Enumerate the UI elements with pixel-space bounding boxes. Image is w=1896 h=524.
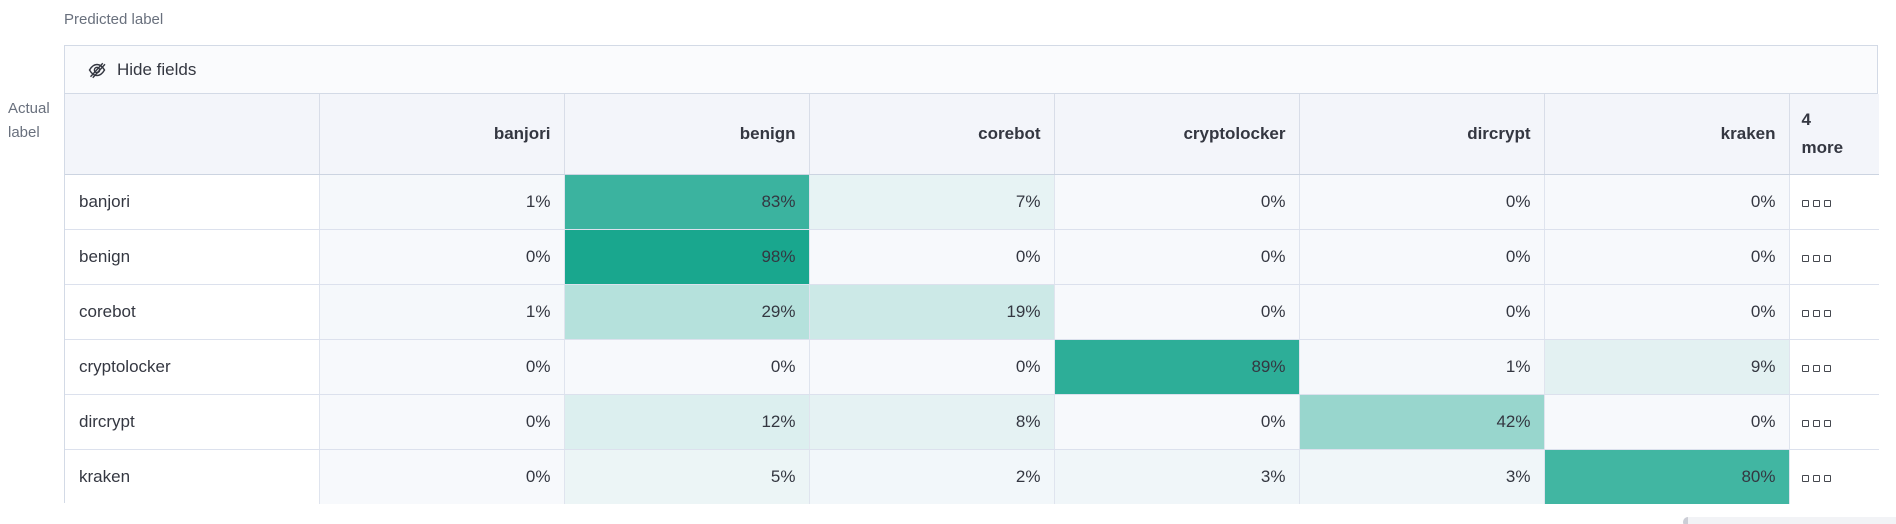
row-label-corebot: corebot [65, 284, 320, 340]
box-glyph [1823, 309, 1831, 317]
column-header-cryptolocker[interactable]: cryptolocker [1054, 94, 1300, 175]
cell-corebot-banjori: 1% [319, 284, 565, 340]
cell-banjori-corebot: 7% [809, 174, 1055, 230]
actual-label-axis-title: Actual label [8, 100, 50, 141]
box-glyph [1812, 254, 1820, 262]
confusion-matrix-table: banjori benign corebot cryptolocker dircrypt… [65, 94, 1879, 504]
header-row: banjori benign corebot cryptolocker dircrypt… [65, 94, 1879, 175]
column-header-banjori[interactable]: banjori [319, 94, 565, 175]
box-glyph [1801, 474, 1809, 482]
cell-benign-kraken: 0% [1544, 229, 1790, 285]
header-corner-cell [65, 94, 320, 175]
cell-kraken-corebot: 2% [809, 449, 1055, 504]
row-more-cell-dircrypt [1789, 394, 1879, 450]
matrix-row-benign: benign 0% 98% 0% 0% 0% 0% [65, 229, 1879, 285]
matrix-row-corebot: corebot 1% 29% 19% 0% 0% 0% [65, 284, 1879, 340]
cell-cryptolocker-dircrypt: 1% [1299, 339, 1545, 395]
box-glyph [1812, 199, 1820, 207]
column-header-benign[interactable]: benign [564, 94, 810, 175]
row-more-cell-benign [1789, 229, 1879, 285]
cell-benign-cryptolocker: 0% [1054, 229, 1300, 285]
eye-slash-icon [87, 60, 107, 80]
predicted-label-axis-title: Predicted label [64, 11, 164, 28]
confusion-matrix-panel: Hide fields banjori benign corebot cryptolo… [64, 45, 1879, 504]
row-more-cell-corebot [1789, 284, 1879, 340]
boxes-horizontal-icon[interactable] [1801, 199, 1831, 207]
cell-cryptolocker-benign: 0% [564, 339, 810, 395]
box-glyph [1812, 419, 1820, 427]
box-glyph [1801, 419, 1809, 427]
row-label-benign: benign [65, 229, 320, 285]
cell-kraken-kraken: 80% [1544, 449, 1790, 504]
cell-corebot-cryptolocker: 0% [1054, 284, 1300, 340]
row-label-cryptolocker: cryptolocker [65, 339, 320, 395]
row-more-cell-cryptolocker [1789, 339, 1879, 395]
row-more-cell-banjori [1789, 174, 1879, 230]
box-glyph [1812, 474, 1820, 482]
box-glyph [1801, 364, 1809, 372]
cell-kraken-benign: 5% [564, 449, 810, 504]
box-glyph [1801, 309, 1809, 317]
horizontal-scrollbar[interactable] [1683, 517, 1896, 524]
boxes-horizontal-icon[interactable] [1801, 474, 1831, 482]
cell-banjori-cryptolocker: 0% [1054, 174, 1300, 230]
cell-cryptolocker-corebot: 0% [809, 339, 1055, 395]
cell-dircrypt-cryptolocker: 0% [1054, 394, 1300, 450]
box-glyph [1823, 364, 1831, 372]
matrix-row-kraken: kraken 0% 5% 2% 3% 3% 80% [65, 449, 1879, 504]
cell-corebot-corebot: 19% [809, 284, 1055, 340]
box-glyph [1812, 364, 1820, 372]
row-more-cell-kraken [1789, 449, 1879, 504]
box-glyph [1823, 199, 1831, 207]
cell-cryptolocker-cryptolocker: 89% [1054, 339, 1300, 395]
matrix-row-dircrypt: dircrypt 0% 12% 8% 0% 42% 0% [65, 394, 1879, 450]
box-glyph [1801, 199, 1809, 207]
row-label-dircrypt: dircrypt [65, 394, 320, 450]
box-glyph [1823, 474, 1831, 482]
hide-fields-label: Hide fields [117, 59, 197, 79]
row-label-kraken: kraken [65, 449, 320, 504]
row-label-banjori: banjori [65, 174, 320, 230]
column-header-kraken[interactable]: kraken [1544, 94, 1790, 175]
boxes-horizontal-icon[interactable] [1801, 419, 1831, 427]
cell-dircrypt-benign: 12% [564, 394, 810, 450]
matrix-row-banjori: banjori 1% 83% 7% 0% 0% 0% [65, 174, 1879, 230]
cell-benign-corebot: 0% [809, 229, 1055, 285]
cell-dircrypt-banjori: 0% [319, 394, 565, 450]
cell-corebot-kraken: 0% [1544, 284, 1790, 340]
boxes-horizontal-icon[interactable] [1801, 254, 1831, 262]
box-glyph [1823, 254, 1831, 262]
box-glyph [1801, 254, 1809, 262]
column-header-corebot[interactable]: corebot [809, 94, 1055, 175]
boxes-horizontal-icon[interactable] [1801, 364, 1831, 372]
column-header-dircrypt[interactable]: dircrypt [1299, 94, 1545, 175]
cell-kraken-cryptolocker: 3% [1054, 449, 1300, 504]
cell-dircrypt-kraken: 0% [1544, 394, 1790, 450]
cell-cryptolocker-kraken: 9% [1544, 339, 1790, 395]
box-glyph [1812, 309, 1820, 317]
boxes-horizontal-icon[interactable] [1801, 309, 1831, 317]
cell-banjori-banjori: 1% [319, 174, 565, 230]
cell-kraken-banjori: 0% [319, 449, 565, 504]
matrix-row-cryptolocker: cryptolocker 0% 0% 0% 89% 1% 9% [65, 339, 1879, 395]
cell-benign-banjori: 0% [319, 229, 565, 285]
cell-cryptolocker-banjori: 0% [319, 339, 565, 395]
cell-kraken-dircrypt: 3% [1299, 449, 1545, 504]
cell-dircrypt-dircrypt: 42% [1299, 394, 1545, 450]
hide-fields-button[interactable]: Hide fields [65, 46, 1877, 94]
cell-corebot-benign: 29% [564, 284, 810, 340]
box-glyph [1823, 419, 1831, 427]
scrollbar-thumb-edge [1683, 517, 1688, 524]
cell-banjori-kraken: 0% [1544, 174, 1790, 230]
cell-benign-dircrypt: 0% [1299, 229, 1545, 285]
cell-corebot-dircrypt: 0% [1299, 284, 1545, 340]
more-columns-header[interactable]: 4 more [1789, 94, 1879, 175]
cell-benign-benign: 98% [564, 229, 810, 285]
cell-banjori-benign: 83% [564, 174, 810, 230]
cell-banjori-dircrypt: 0% [1299, 174, 1545, 230]
cell-dircrypt-corebot: 8% [809, 394, 1055, 450]
